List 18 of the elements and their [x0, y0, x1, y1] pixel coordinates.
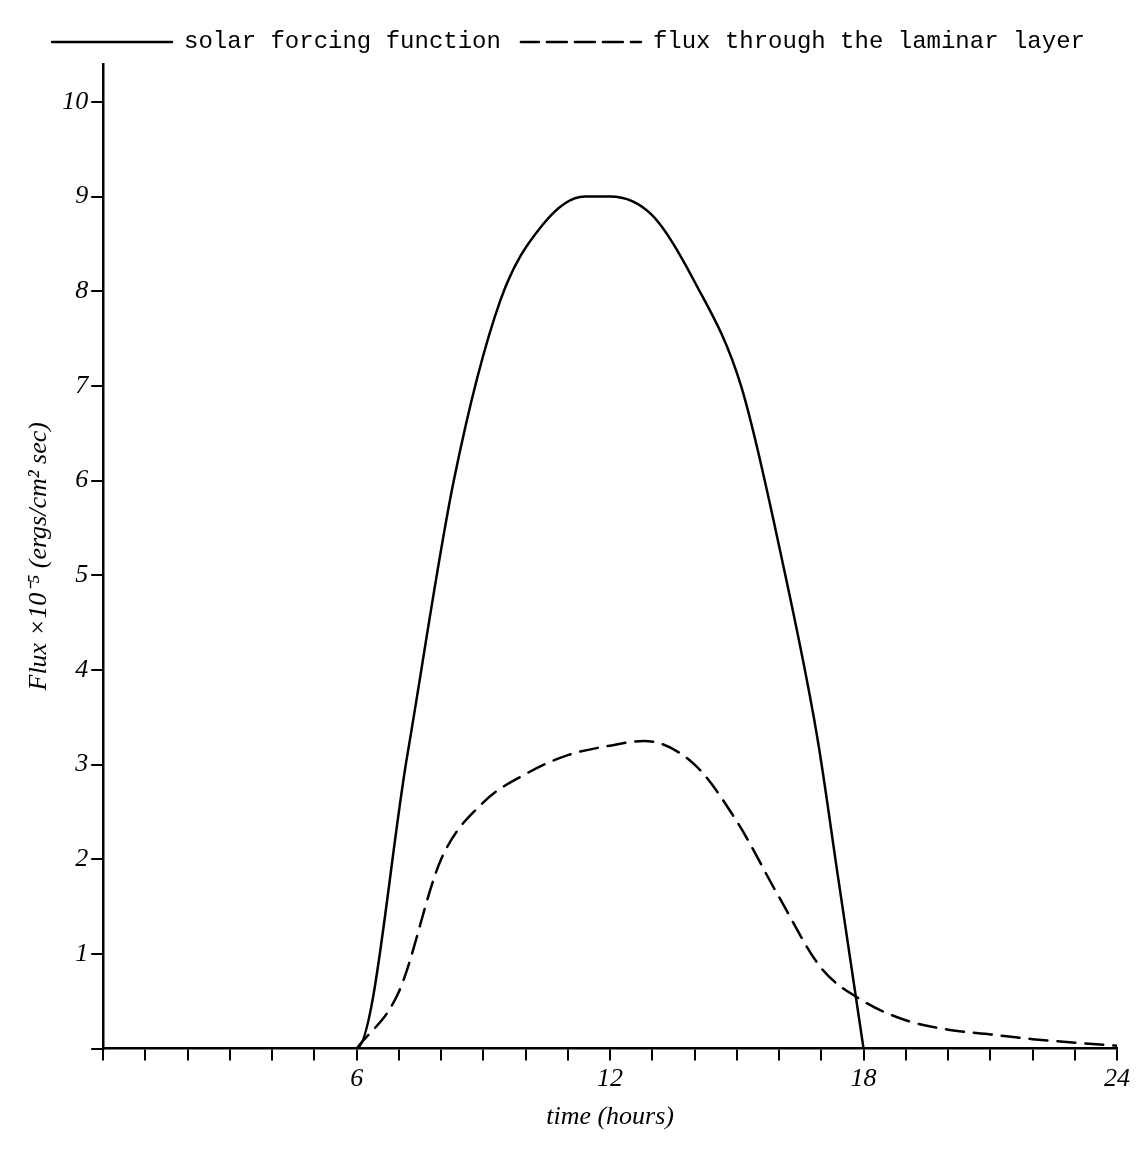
- x-tick-label: 12: [597, 1063, 624, 1093]
- y-tick-label: 4: [75, 653, 89, 683]
- y-axis-title: Flux ×10⁻⁵ (ergs/cm² sec): [23, 422, 53, 692]
- x-tick-label: 18: [850, 1063, 877, 1093]
- y-tick-label: 1: [75, 937, 89, 967]
- legend-label: solar forcing function: [184, 28, 501, 56]
- x-axis-title: time (hours): [546, 1101, 675, 1131]
- y-tick-label: 5: [75, 559, 89, 589]
- x-tick-label: 6: [350, 1063, 364, 1093]
- y-tick-label: 8: [75, 275, 89, 305]
- y-tick-label: 3: [74, 748, 89, 778]
- y-tick-label: 7: [75, 369, 90, 399]
- y-tick-label: 9: [75, 180, 89, 210]
- x-tick-label: 24: [1104, 1063, 1130, 1093]
- y-tick-label: 6: [75, 464, 89, 494]
- y-tick-label: 10: [62, 85, 89, 115]
- y-tick-label: 2: [75, 843, 89, 873]
- legend-label: flux through the laminar layer: [652, 28, 1085, 56]
